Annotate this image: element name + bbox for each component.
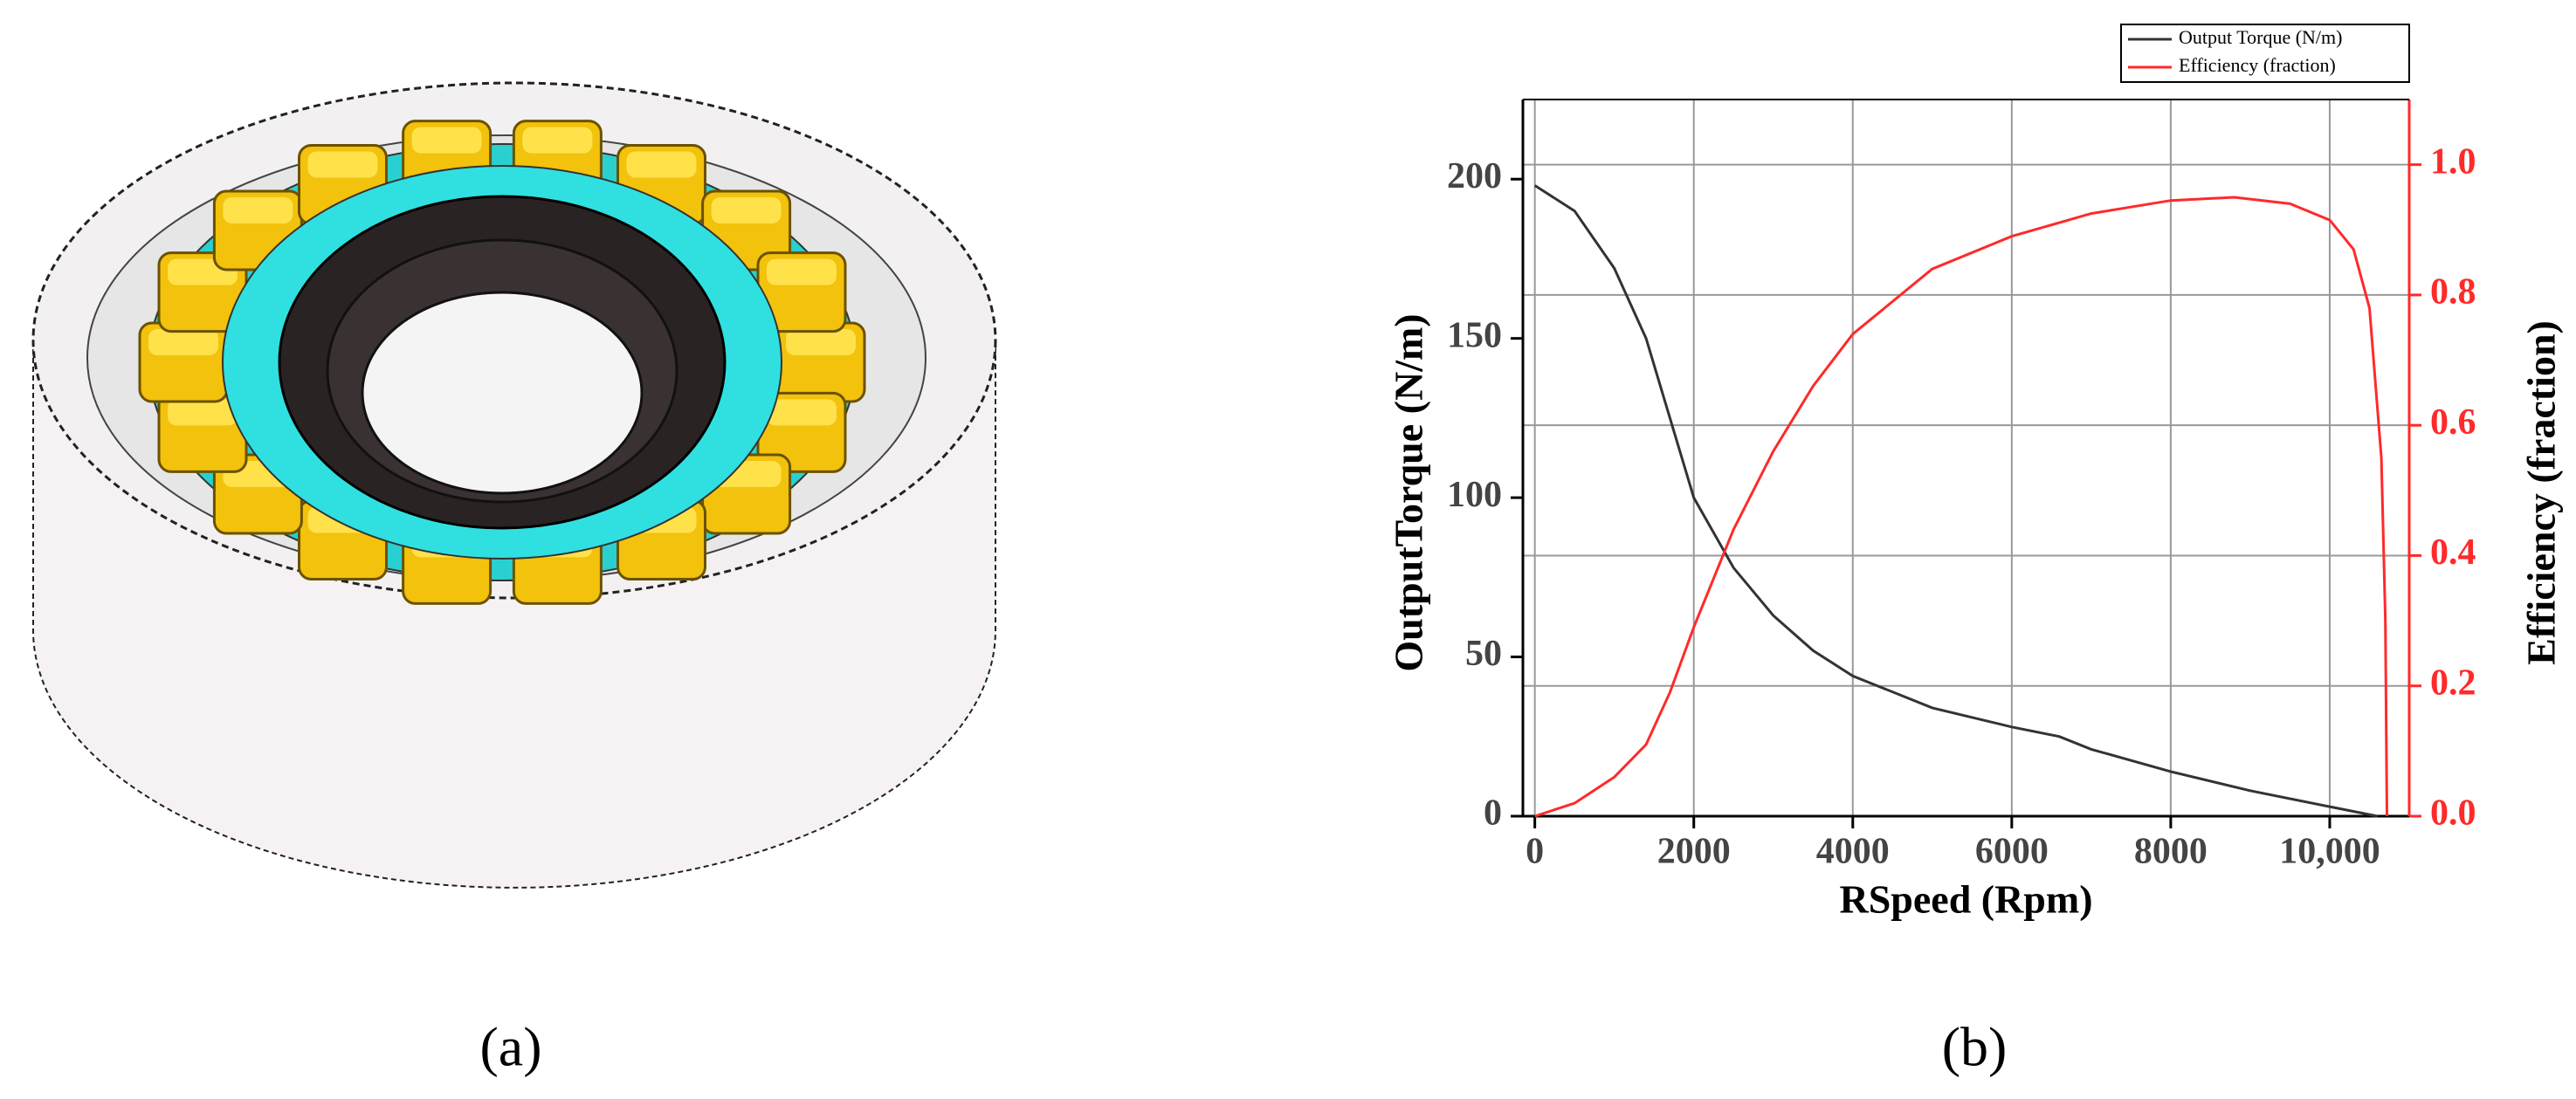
magnet-face xyxy=(522,127,593,154)
legend-label: Output Torque (N/m) xyxy=(2179,26,2342,48)
magnet-face xyxy=(223,196,293,223)
plot-area xyxy=(1523,100,2409,816)
x-tick-label: 10,000 xyxy=(2279,832,2380,872)
x-tick-label: 2000 xyxy=(1657,832,1731,872)
chart: 0 2000 4000 6000 8000 10,000 0 50 100 150 200 0.0 0.… xyxy=(1387,24,2564,922)
magnet-face xyxy=(148,329,218,355)
motor-illustration xyxy=(31,81,997,889)
magnet-face xyxy=(766,399,837,426)
y-tick-label: 50 xyxy=(1465,634,1502,674)
y-tick-label: 0 xyxy=(1484,793,1502,834)
panel-label: (b) xyxy=(1942,1016,2008,1078)
y2-tick-label: 0.4 xyxy=(2430,532,2476,573)
y-tick-label: 200 xyxy=(1447,156,1502,196)
magnet-face xyxy=(766,258,837,285)
data-line xyxy=(1534,196,2388,818)
y-tick-label: 150 xyxy=(1447,315,1502,355)
y2-tick-label: 0.6 xyxy=(2430,402,2476,443)
x-axis-label: RSpeed (Rpm) xyxy=(1839,877,2092,922)
magnet-face xyxy=(626,151,697,178)
magnet-face xyxy=(711,196,782,223)
panel-label: (a) xyxy=(479,1016,541,1078)
shaft-hole xyxy=(361,291,644,495)
y-tick-label: 100 xyxy=(1447,475,1502,515)
magnet-face xyxy=(411,127,482,154)
legend-box xyxy=(2120,24,2410,83)
y-axis-label: OutputTorque (N/m) xyxy=(1387,313,1431,671)
y2-tick-label: 0.2 xyxy=(2430,663,2476,703)
legend-label: Efficiency (fraction) xyxy=(2179,54,2336,76)
y2-axis-label: Efficiency (fraction) xyxy=(2519,320,2564,665)
magnet-face xyxy=(307,151,378,178)
x-tick-label: 0 xyxy=(1526,832,1544,872)
magnet-face xyxy=(168,399,238,426)
y2-tick-label: 0.0 xyxy=(2430,793,2476,834)
x-tick-label: 8000 xyxy=(2134,832,2208,872)
magnet-face xyxy=(786,329,856,355)
x-tick-label: 6000 xyxy=(1975,832,2049,872)
x-tick-label: 4000 xyxy=(1816,832,1890,872)
y2-tick-label: 1.0 xyxy=(2430,141,2476,182)
data-line xyxy=(1533,184,2378,818)
y2-tick-label: 0.8 xyxy=(2430,272,2476,313)
